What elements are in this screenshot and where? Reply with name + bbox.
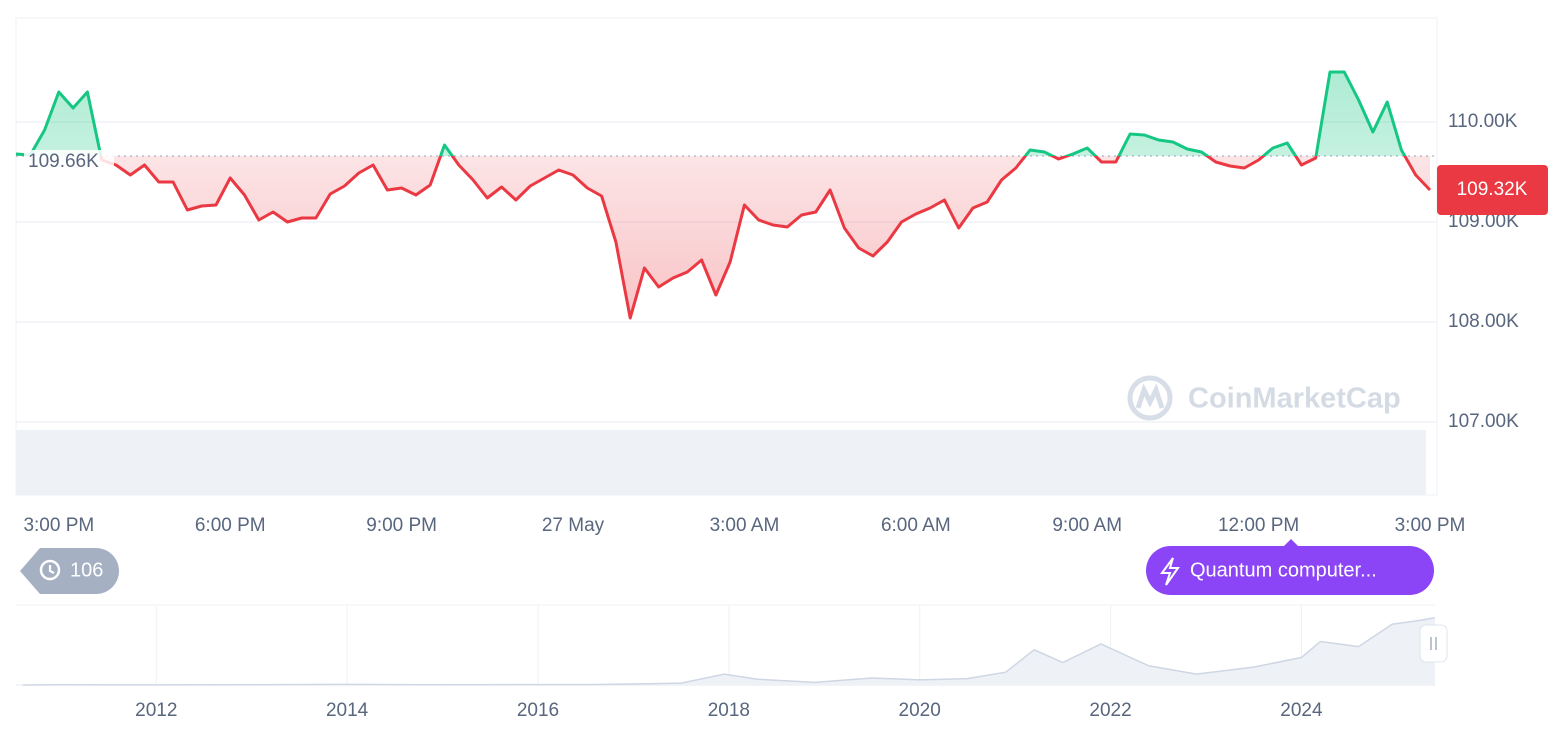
last-price-label: 109.32K (1457, 179, 1528, 200)
x-tick-label: 3:00 AM (710, 515, 780, 536)
baseline-label-bg (24, 150, 114, 174)
last-price-tag (1437, 165, 1548, 215)
navigator-tick-label: 2018 (708, 700, 750, 721)
navigator-tick-label: 2024 (1280, 700, 1323, 721)
watermark: CoinMarketCap (1188, 383, 1401, 415)
x-tick-label: 12:00 PM (1218, 515, 1299, 536)
navigator-tick-label: 2014 (326, 700, 369, 721)
navigator-tick-label: 2012 (135, 700, 177, 721)
x-tick-label: 6:00 PM (195, 515, 266, 536)
line-up (15, 70, 1407, 156)
x-tick-label: 3:00 PM (1395, 515, 1466, 536)
x-tick-label: 9:00 PM (366, 515, 437, 536)
navigator-handle[interactable] (1419, 624, 1448, 663)
baseline-label: 109.66K (28, 151, 99, 172)
volume-band (16, 430, 1426, 495)
x-tick-label: 9:00 AM (1052, 515, 1122, 536)
navigator-area (22, 617, 1435, 685)
watermark-logo (1127, 375, 1173, 421)
line-down (23, 156, 1432, 320)
news-text: Quantum computer... (1190, 559, 1377, 581)
navigator-tick-label: 2020 (899, 700, 941, 721)
x-tick-label: 6:00 AM (881, 515, 951, 536)
history-count: 106 (70, 559, 103, 581)
history-badge[interactable]: 106 (20, 548, 119, 594)
navigator-tick-label: 2022 (1089, 700, 1131, 721)
y-tick-label: 109.00K (1448, 211, 1519, 232)
y-tick-label: 107.00K (1448, 411, 1519, 432)
navigator-line (22, 617, 1436, 686)
navigator-tick-label: 2016 (517, 700, 559, 721)
y-tick-label: 110.00K (1448, 111, 1518, 132)
y-tick-label: 108.00K (1448, 311, 1519, 332)
area-down (16, 156, 1430, 318)
x-tick-label: 27 May (542, 515, 605, 536)
news-badge[interactable]: Quantum computer... (1146, 539, 1434, 595)
x-tick-label: 3:00 PM (23, 515, 94, 536)
